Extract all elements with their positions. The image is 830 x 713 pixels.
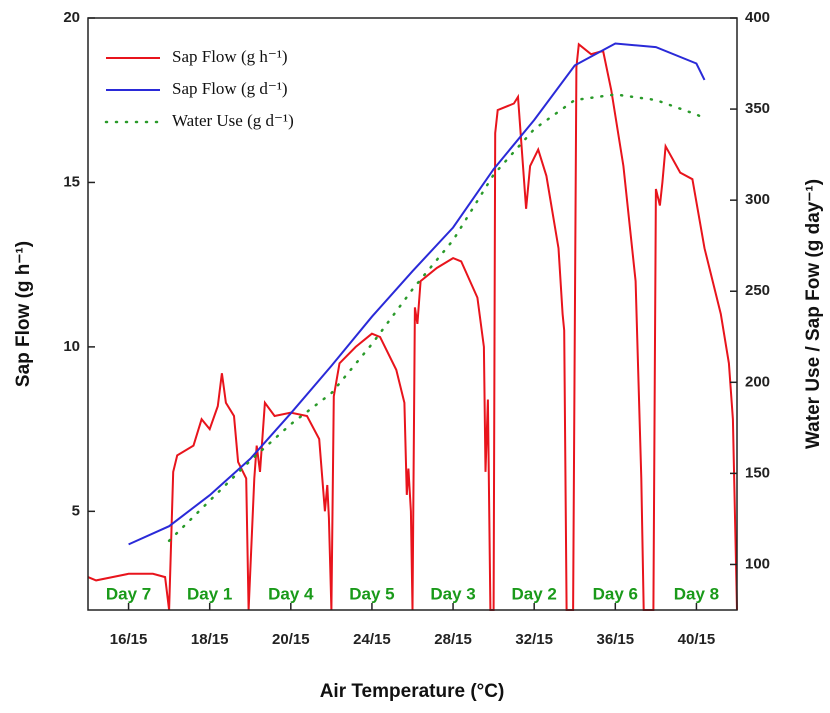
y2-tick-label: 200 [745, 373, 770, 390]
x-tick-label: 32/15 [515, 631, 553, 648]
y2-tick-label: 400 [745, 9, 770, 26]
day-label: Day 1 [187, 584, 232, 603]
day-label: Day 5 [349, 584, 394, 603]
legend-label: Sap Flow (g d⁻¹) [172, 79, 288, 98]
y2-tick-label: 300 [745, 191, 770, 208]
y-tick-label: 10 [63, 338, 80, 355]
x-tick-label: 18/15 [191, 631, 229, 648]
y-tick-label: 20 [63, 9, 80, 26]
series-line [167, 93, 706, 543]
x-axis-label: Air Temperature (°C) [320, 681, 505, 702]
y2-tick-label: 150 [745, 464, 770, 481]
day-label: Day 4 [268, 584, 314, 603]
legend-label: Sap Flow (g h⁻¹) [172, 47, 288, 66]
x-tick-label: 28/15 [434, 631, 472, 648]
x-tick-label: 40/15 [678, 631, 716, 648]
day-label: Day 3 [430, 584, 475, 603]
x-tick-label: 20/15 [272, 631, 310, 648]
plot-frame [87, 17, 738, 611]
x-tick-label: 16/15 [110, 631, 148, 648]
y-tick-label: 5 [72, 502, 80, 519]
day-label: Day 8 [674, 584, 719, 603]
y2-tick-label: 100 [745, 555, 770, 572]
y2-axis-label: Water Use / Sap Fow (g day⁻¹) [803, 179, 824, 449]
x-tick-label: 24/15 [353, 631, 391, 648]
day-label: Day 7 [106, 584, 151, 603]
y2-tick-label: 250 [745, 282, 770, 299]
x-tick-label: 36/15 [597, 631, 635, 648]
legend-label: Water Use (g d⁻¹) [172, 111, 294, 130]
y-tick-label: 15 [63, 173, 80, 190]
y-axis-label: Sap Flow (g h⁻¹) [13, 241, 34, 387]
day-label: Day 2 [512, 584, 557, 603]
series-line [87, 42, 738, 611]
day-label: Day 6 [593, 584, 638, 603]
y2-tick-label: 350 [745, 100, 770, 117]
series-line [128, 42, 706, 546]
